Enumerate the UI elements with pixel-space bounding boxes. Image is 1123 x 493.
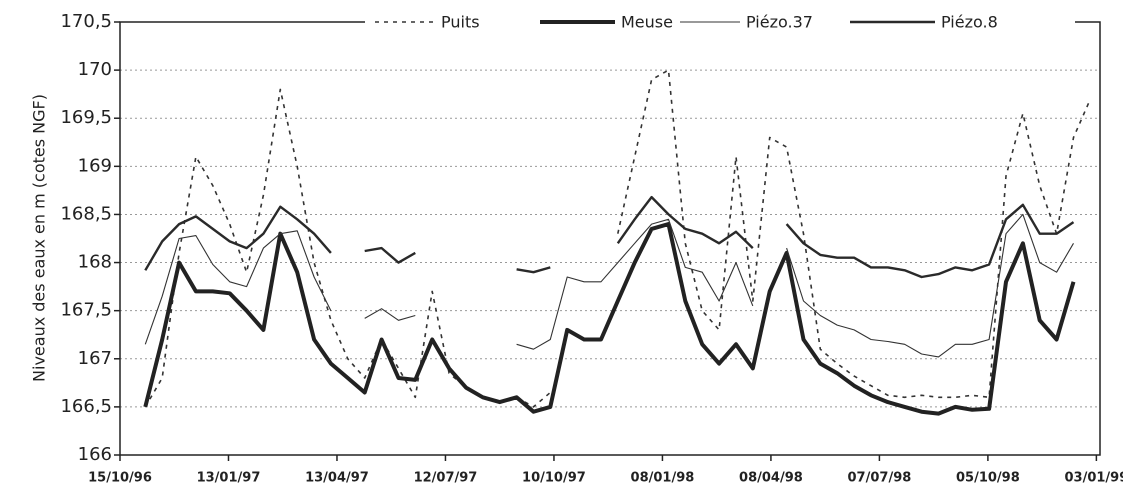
y-tick-label: 166 [78,444,112,465]
y-tick-label: 170 [78,59,112,80]
x-tick-label: 08/01/98 [631,471,695,486]
x-tick-label: 05/10/98 [956,471,1020,486]
legend-label: Piézo.8 [941,13,998,32]
y-tick-label: 169 [78,155,112,176]
x-tick-label: 12/07/97 [414,471,478,486]
y-tick-label: 170,5 [60,11,112,32]
y-tick-label: 167 [78,348,112,369]
legend-label: Puits [441,13,480,32]
x-tick-label: 10/10/97 [522,471,586,486]
x-tick-label: 03/01/99 [1064,471,1123,486]
y-tick-label: 169,5 [60,107,112,128]
y-axis-label: Niveaux des eaux en m (cotes NGF) [30,94,49,382]
legend-box [365,8,1075,38]
x-tick-label: 13/01/97 [197,471,261,486]
x-tick-label: 08/04/98 [739,471,803,486]
y-tick-label: 166,5 [60,396,112,417]
series-line [144,195,1075,279]
plot-frame [119,21,1101,456]
series-line [144,69,1092,408]
legend-label: Piézo.37 [746,13,813,32]
series-line [143,222,1076,416]
y-tick-label: 167,5 [60,300,112,321]
x-tick-label: 15/10/96 [88,471,152,486]
legend-label: Meuse [621,13,673,32]
series-line [144,213,1074,358]
x-tick-label: 07/07/98 [848,471,912,486]
y-tick-label: 168 [78,252,112,273]
x-tick-label: 13/04/97 [305,471,369,486]
y-tick-label: 168,5 [60,203,112,224]
